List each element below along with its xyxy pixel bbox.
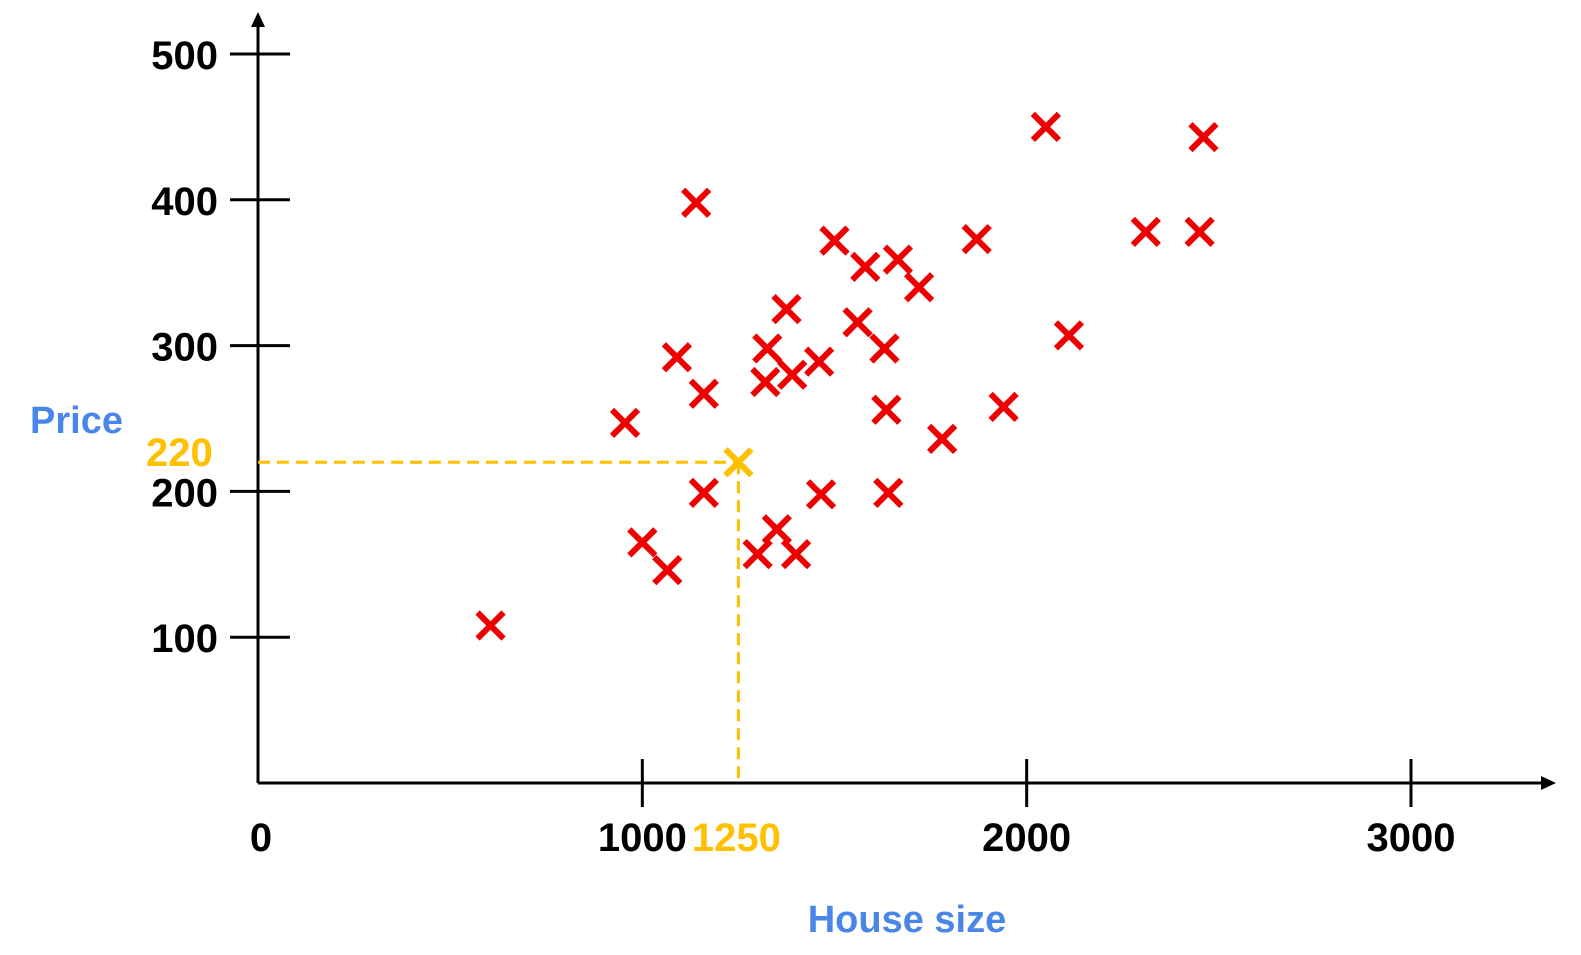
marker-stroke [652, 555, 683, 586]
marker-stroke [780, 538, 812, 570]
data-point [752, 333, 783, 364]
data-point [871, 394, 902, 425]
data-point [609, 407, 641, 438]
marker-stroke [805, 479, 837, 510]
data-point [688, 477, 719, 508]
marker-stroke [661, 342, 693, 373]
data-point [1053, 320, 1085, 351]
data-point [1184, 216, 1215, 247]
data-point [961, 224, 992, 255]
marker-stroke [771, 294, 802, 325]
marker-stroke [961, 224, 992, 255]
data-point [761, 514, 792, 545]
marker-stroke [688, 477, 719, 508]
data-point [869, 333, 900, 364]
data-point [804, 346, 835, 377]
data-point [742, 538, 773, 570]
marker-stroke [842, 307, 873, 338]
marker-stroke [1184, 216, 1215, 247]
data-point [475, 610, 506, 641]
marker-stroke [988, 391, 1019, 422]
marker-stroke [1053, 320, 1085, 351]
data-point [777, 359, 808, 390]
data-point [903, 272, 935, 303]
marker-stroke [850, 251, 881, 282]
data-point [819, 225, 850, 256]
data-point [780, 538, 812, 570]
data-point [750, 366, 781, 398]
marker-stroke [869, 333, 900, 364]
marker-stroke [688, 378, 719, 409]
y-tick-label: 200 [151, 471, 218, 515]
marker-stroke [1130, 216, 1161, 247]
data-point [1188, 121, 1219, 153]
y-tick-label: 500 [151, 34, 218, 78]
data-point [1130, 216, 1161, 247]
data-point [882, 244, 914, 275]
data-point [850, 251, 881, 282]
y-axis-label: Price [30, 400, 123, 442]
data-points [475, 111, 1219, 641]
marker-stroke [1030, 111, 1062, 143]
marker-stroke [750, 366, 781, 398]
data-point [652, 555, 683, 586]
y-tick-label: 300 [151, 326, 218, 370]
marker-stroke [752, 333, 783, 364]
data-point [681, 187, 712, 218]
highlight-guides: 220 1250 [146, 431, 781, 860]
y-axis-arrowhead [251, 12, 265, 27]
data-point [688, 378, 719, 409]
ticks: 100 200 300 400 500 0 1000 2000 3000 [151, 34, 1455, 860]
marker-stroke [804, 346, 835, 377]
x-axis-label: House size [808, 899, 1007, 941]
y-tick-label: 100 [151, 617, 218, 661]
marker-stroke [882, 244, 914, 275]
marker-stroke [742, 538, 773, 570]
marker-stroke [681, 187, 712, 218]
marker-stroke [761, 514, 792, 545]
y-tick-label: 400 [151, 180, 218, 224]
data-point [988, 391, 1019, 422]
data-point [1030, 111, 1062, 143]
data-point [805, 479, 837, 510]
marker-stroke [475, 610, 506, 641]
marker-stroke [777, 359, 808, 390]
data-point [873, 477, 904, 508]
data-point [627, 527, 658, 558]
marker-stroke [609, 407, 641, 438]
highlight-y-label: 220 [146, 431, 213, 475]
marker-stroke [723, 447, 754, 478]
marker-stroke [903, 272, 935, 303]
axes [251, 12, 1556, 790]
x-tick-label: 0 [250, 816, 272, 860]
marker-stroke [819, 225, 850, 256]
marker-stroke [627, 527, 658, 558]
data-point [926, 423, 958, 455]
x-tick-label: 3000 [1367, 816, 1456, 860]
labels: Price House size [30, 400, 1006, 941]
x-axis-arrowhead [1541, 776, 1556, 790]
marker-stroke [871, 394, 902, 425]
x-tick-label: 2000 [982, 816, 1071, 860]
marker-stroke [926, 423, 958, 455]
highlight-x-label: 1250 [692, 816, 781, 860]
marker-stroke [1188, 121, 1219, 153]
marker-stroke [873, 477, 904, 508]
data-point [771, 294, 802, 325]
data-point [661, 342, 693, 373]
data-point [842, 307, 873, 338]
highlight-point [723, 447, 754, 478]
x-tick-label: 1000 [598, 816, 687, 860]
